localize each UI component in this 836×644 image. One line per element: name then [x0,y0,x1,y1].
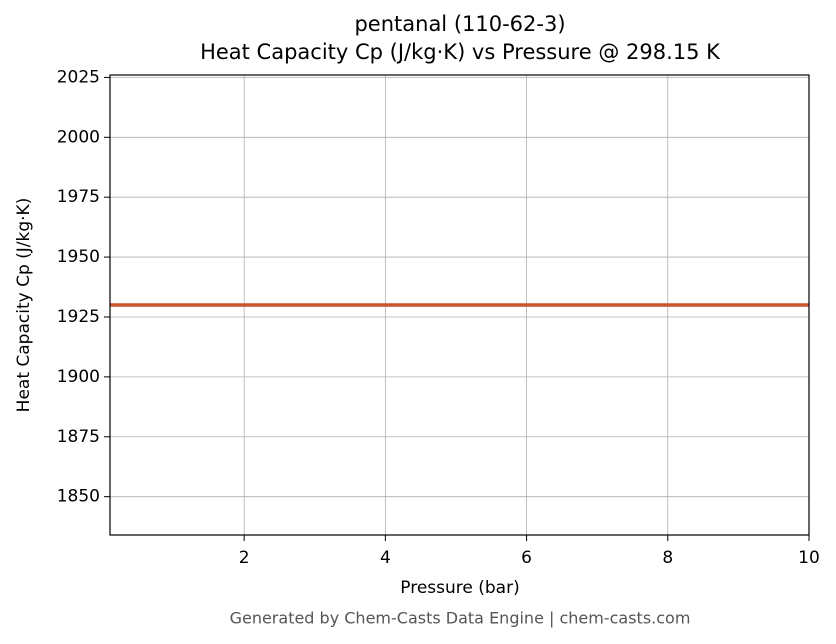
y-tick-label: 1900 [57,367,100,387]
x-tick-label: 10 [798,548,820,568]
x-tick-label: 4 [380,548,391,568]
footer: Generated by Chem-Casts Data Engine | ch… [230,609,691,628]
plot-frame [109,74,810,536]
x-tick-label: 8 [662,548,673,568]
x-axis-label: Pressure (bar) [400,578,519,598]
y-tick-label: 1950 [57,247,100,267]
y-tick-label: 1850 [57,487,100,507]
x-tick-label: 6 [521,548,532,568]
y-tick-label: 1875 [57,427,100,447]
y-axis-label: Heat Capacity Cp (J/kg·K) [14,198,34,413]
chart-title: pentanal (110-62-3) [354,12,565,36]
chart-subtitle: Heat Capacity Cp (J/kg·K) vs Pressure @ … [200,40,721,64]
y-tick-label: 2000 [57,127,100,147]
y-tick-label: 1975 [57,187,100,207]
y-tick-label: 2025 [57,67,100,87]
y-tick-label: 1925 [57,307,100,327]
x-tick-label: 2 [239,548,250,568]
